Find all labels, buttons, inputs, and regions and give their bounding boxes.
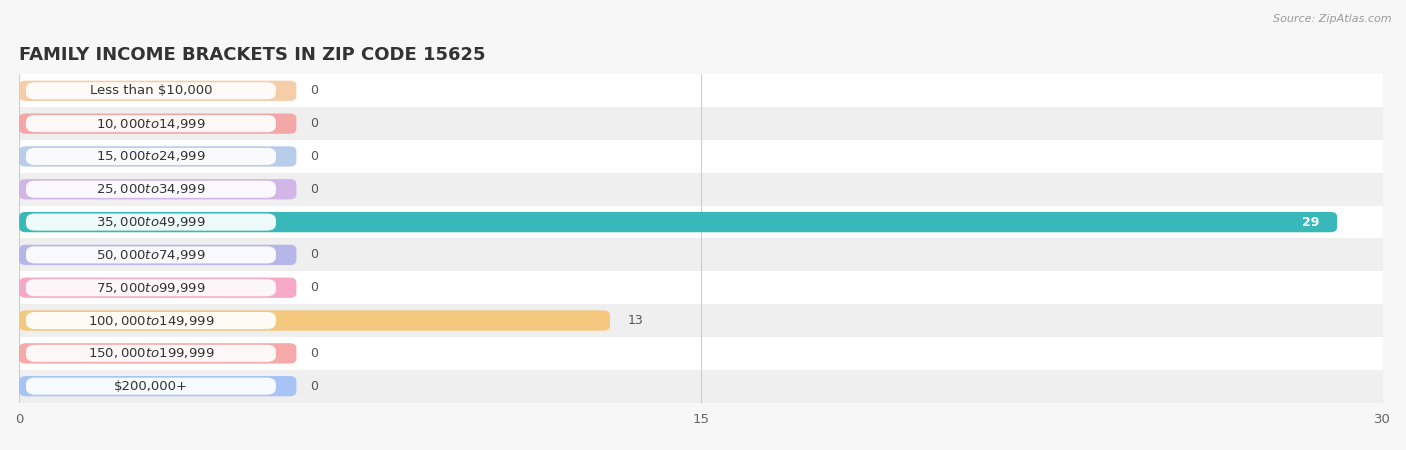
FancyBboxPatch shape [25, 312, 276, 329]
Bar [20, 74, 1382, 107]
FancyBboxPatch shape [20, 113, 297, 134]
Text: $15,000 to $24,999: $15,000 to $24,999 [96, 149, 205, 163]
Bar [20, 238, 1382, 271]
Text: 0: 0 [311, 281, 318, 294]
Text: $150,000 to $199,999: $150,000 to $199,999 [87, 346, 214, 360]
FancyBboxPatch shape [25, 345, 276, 362]
FancyBboxPatch shape [25, 148, 276, 165]
Text: $35,000 to $49,999: $35,000 to $49,999 [96, 215, 205, 229]
Text: 0: 0 [311, 347, 318, 360]
Text: $50,000 to $74,999: $50,000 to $74,999 [96, 248, 205, 262]
Bar [20, 271, 1382, 304]
FancyBboxPatch shape [20, 179, 297, 199]
FancyBboxPatch shape [25, 214, 276, 230]
Bar [20, 206, 1382, 238]
Bar [20, 337, 1382, 370]
FancyBboxPatch shape [20, 245, 297, 265]
FancyBboxPatch shape [20, 212, 1337, 232]
FancyBboxPatch shape [25, 115, 276, 132]
Text: $10,000 to $14,999: $10,000 to $14,999 [96, 117, 205, 130]
FancyBboxPatch shape [20, 376, 297, 396]
FancyBboxPatch shape [25, 246, 276, 263]
Text: 0: 0 [311, 117, 318, 130]
Text: $200,000+: $200,000+ [114, 380, 188, 393]
Text: 29: 29 [1302, 216, 1319, 229]
FancyBboxPatch shape [25, 279, 276, 296]
Text: $100,000 to $149,999: $100,000 to $149,999 [87, 314, 214, 328]
FancyBboxPatch shape [25, 378, 276, 395]
FancyBboxPatch shape [20, 343, 297, 364]
Bar [20, 173, 1382, 206]
Text: 0: 0 [311, 183, 318, 196]
Text: $25,000 to $34,999: $25,000 to $34,999 [96, 182, 205, 196]
FancyBboxPatch shape [20, 81, 297, 101]
Text: 0: 0 [311, 84, 318, 97]
FancyBboxPatch shape [25, 181, 276, 198]
Text: 0: 0 [311, 380, 318, 393]
Text: 13: 13 [628, 314, 644, 327]
Bar [20, 370, 1382, 403]
FancyBboxPatch shape [20, 278, 297, 298]
Text: 0: 0 [311, 150, 318, 163]
Text: Source: ZipAtlas.com: Source: ZipAtlas.com [1274, 14, 1392, 23]
Bar [20, 107, 1382, 140]
Text: 0: 0 [311, 248, 318, 261]
Text: Less than $10,000: Less than $10,000 [90, 84, 212, 97]
FancyBboxPatch shape [25, 82, 276, 99]
Text: $75,000 to $99,999: $75,000 to $99,999 [96, 281, 205, 295]
Text: FAMILY INCOME BRACKETS IN ZIP CODE 15625: FAMILY INCOME BRACKETS IN ZIP CODE 15625 [20, 46, 485, 64]
FancyBboxPatch shape [20, 310, 610, 331]
Bar [20, 304, 1382, 337]
FancyBboxPatch shape [20, 146, 297, 166]
Bar [20, 140, 1382, 173]
